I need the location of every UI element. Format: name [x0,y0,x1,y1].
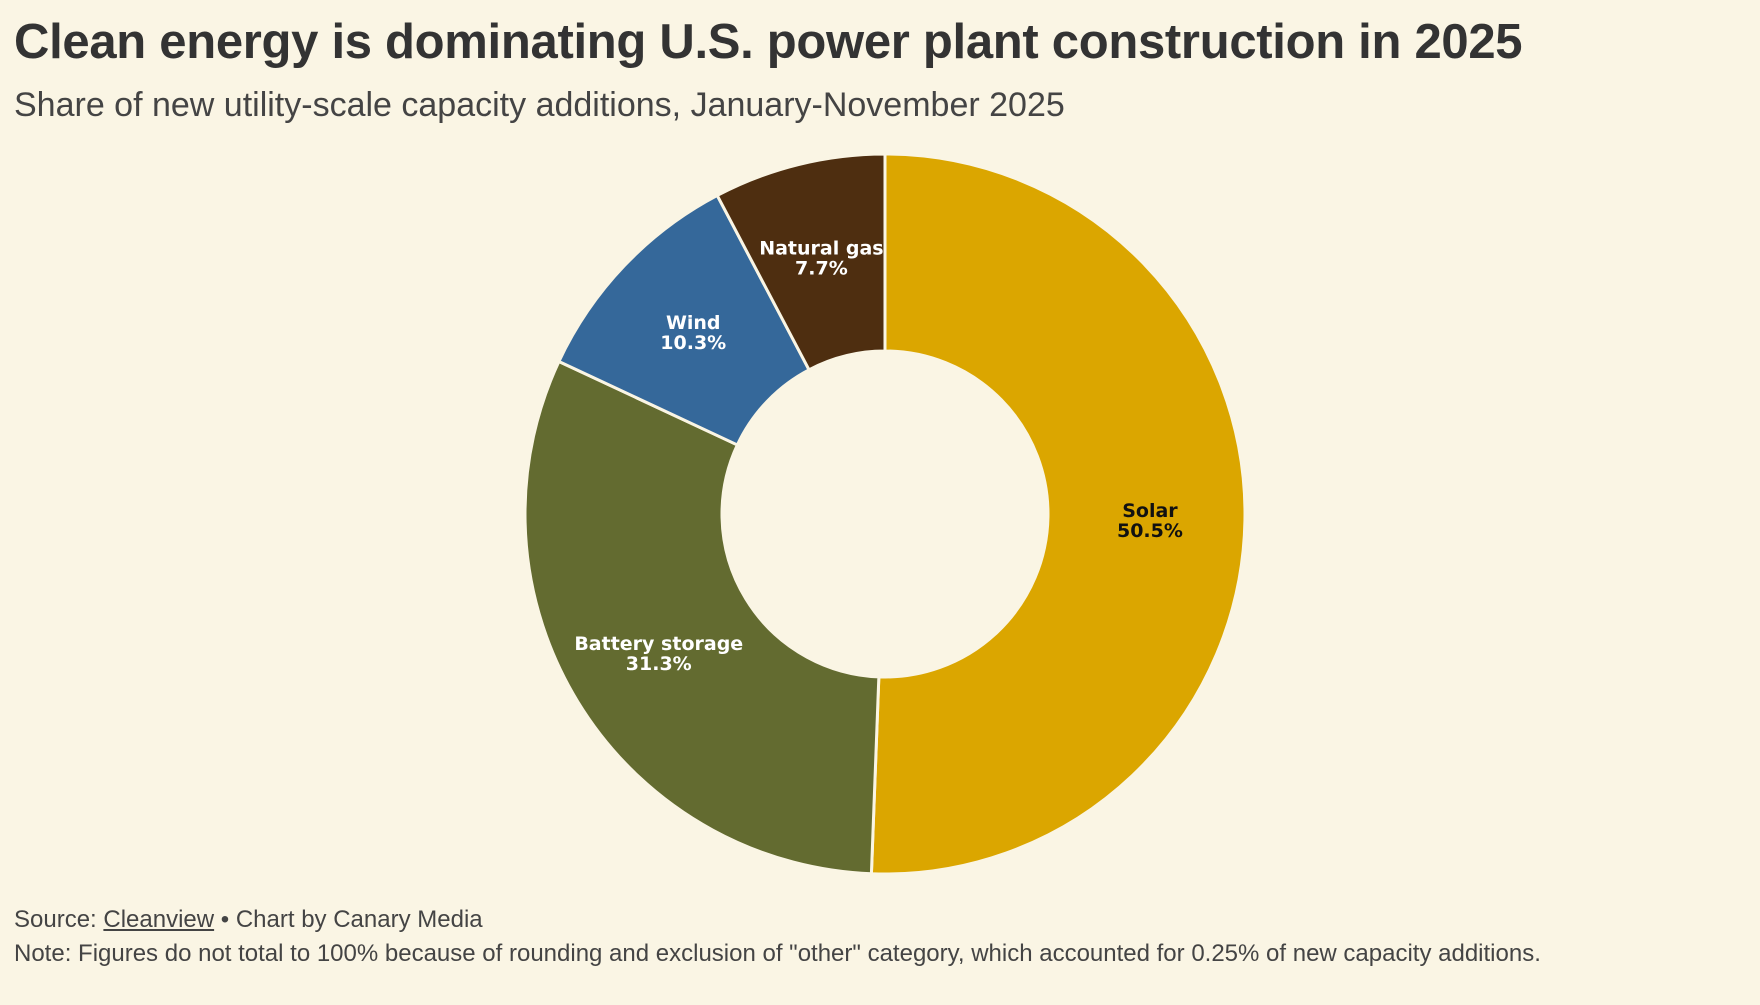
slice-value-wind: 10.3% [660,332,726,354]
source-link[interactable]: Cleanview [103,906,215,933]
slice-value-battery-storage: 31.3% [626,653,692,675]
chart-subtitle: Share of new utility-scale capacity addi… [14,86,1065,124]
slice-value-solar: 50.5% [1117,520,1183,542]
slice-battery-storage[interactable] [523,359,881,876]
slice-wind[interactable] [557,193,811,447]
slice-solar[interactable] [869,152,1247,876]
slice-label-wind: Wind [666,312,721,334]
slice-label-battery-storage: Battery storage [574,633,743,655]
source-prefix: Source: [14,906,104,933]
source-suffix: • Chart by Canary Media [214,906,483,933]
slice-value-natural-gas: 7.7% [795,258,848,280]
note-line: Note: Figures do not total to 100% becau… [14,940,1541,967]
slice-label-natural-gas: Natural gas [759,238,883,260]
slice-natural-gas[interactable] [715,152,887,372]
donut-slices [523,152,1247,876]
chart-title: Clean energy is dominating U.S. power pl… [14,15,1523,69]
source-line: Source: Cleanview • Chart by Canary Medi… [14,906,483,934]
slice-label-solar: Solar [1122,500,1178,522]
